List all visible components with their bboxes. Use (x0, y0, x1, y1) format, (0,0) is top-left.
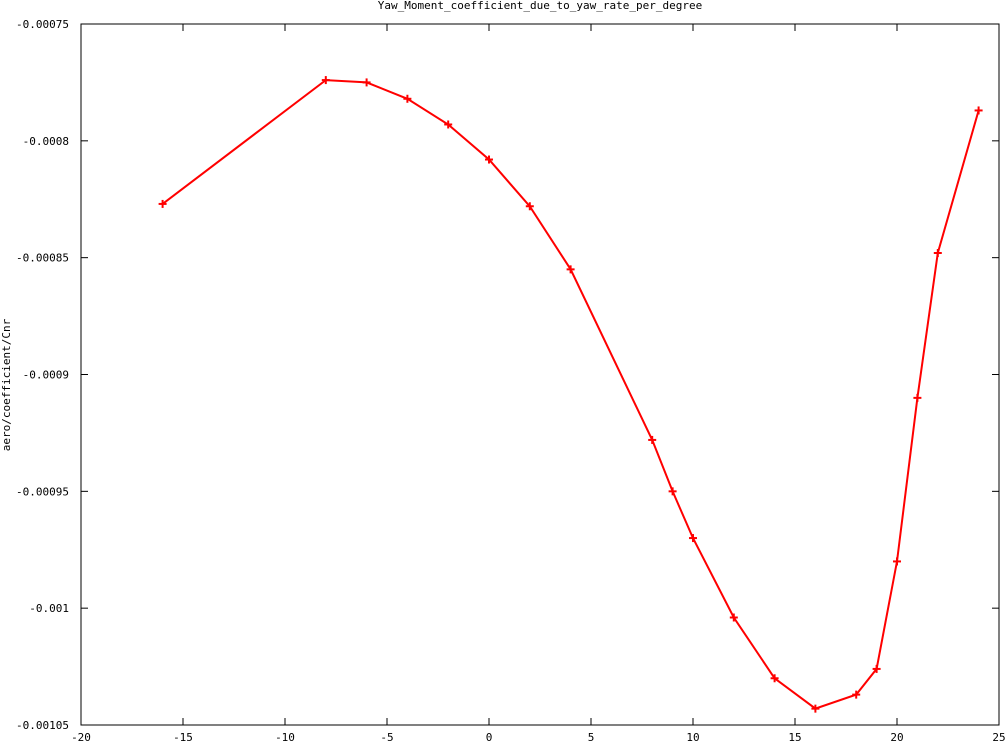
x-tick-label: 5 (588, 731, 595, 744)
axis-ticks: -20 -15 -10 -5 0 5 10 15 20 25 -0.00075 -0.0008 -0.0… (16, 18, 1006, 744)
y-axis-label: aero/coefficient/Cnr (0, 318, 13, 451)
x-tick-label: 25 (992, 731, 1005, 744)
y-tick-label: -0.001 (29, 602, 69, 615)
data-point (811, 704, 820, 713)
data-point (362, 78, 371, 87)
data-point (974, 106, 983, 115)
x-tick-label: -5 (380, 731, 393, 744)
x-tick-label: -20 (71, 731, 91, 744)
data-point (403, 94, 412, 103)
y-tick-label: -0.0008 (23, 135, 69, 148)
y-tick-label: -0.00095 (16, 485, 69, 498)
x-tick-label: -15 (173, 731, 193, 744)
x-tick-label: -10 (275, 731, 295, 744)
series-line (161, 79, 980, 710)
y-tick-label: -0.0009 (23, 369, 69, 382)
data-point (321, 76, 330, 85)
data-point (913, 393, 922, 402)
data-point (852, 690, 861, 699)
x-tick-label: 0 (486, 731, 493, 744)
data-point (893, 557, 901, 566)
data-point (933, 248, 942, 257)
data-point (444, 120, 453, 129)
y-tick-label: -0.00085 (16, 252, 69, 265)
data-point (648, 435, 657, 444)
plot-frame (80, 23, 1000, 726)
chart-title: Yaw_Moment_coefficient_due_to_yaw_rate_p… (378, 0, 703, 12)
data-point (729, 613, 738, 622)
data-point (668, 487, 677, 496)
data-point (872, 664, 881, 673)
data-point (525, 202, 534, 211)
data-point (566, 265, 575, 274)
data-point (158, 199, 167, 208)
data-series (158, 76, 983, 713)
y-tick-label: -0.00075 (16, 18, 69, 31)
data-point (485, 155, 493, 164)
x-tick-label: 20 (890, 731, 903, 744)
data-point (770, 674, 779, 683)
data-point (689, 534, 697, 543)
x-tick-label: 15 (788, 731, 801, 744)
x-tick-label: 10 (686, 731, 699, 744)
y-tick-label: -0.00105 (16, 719, 69, 732)
